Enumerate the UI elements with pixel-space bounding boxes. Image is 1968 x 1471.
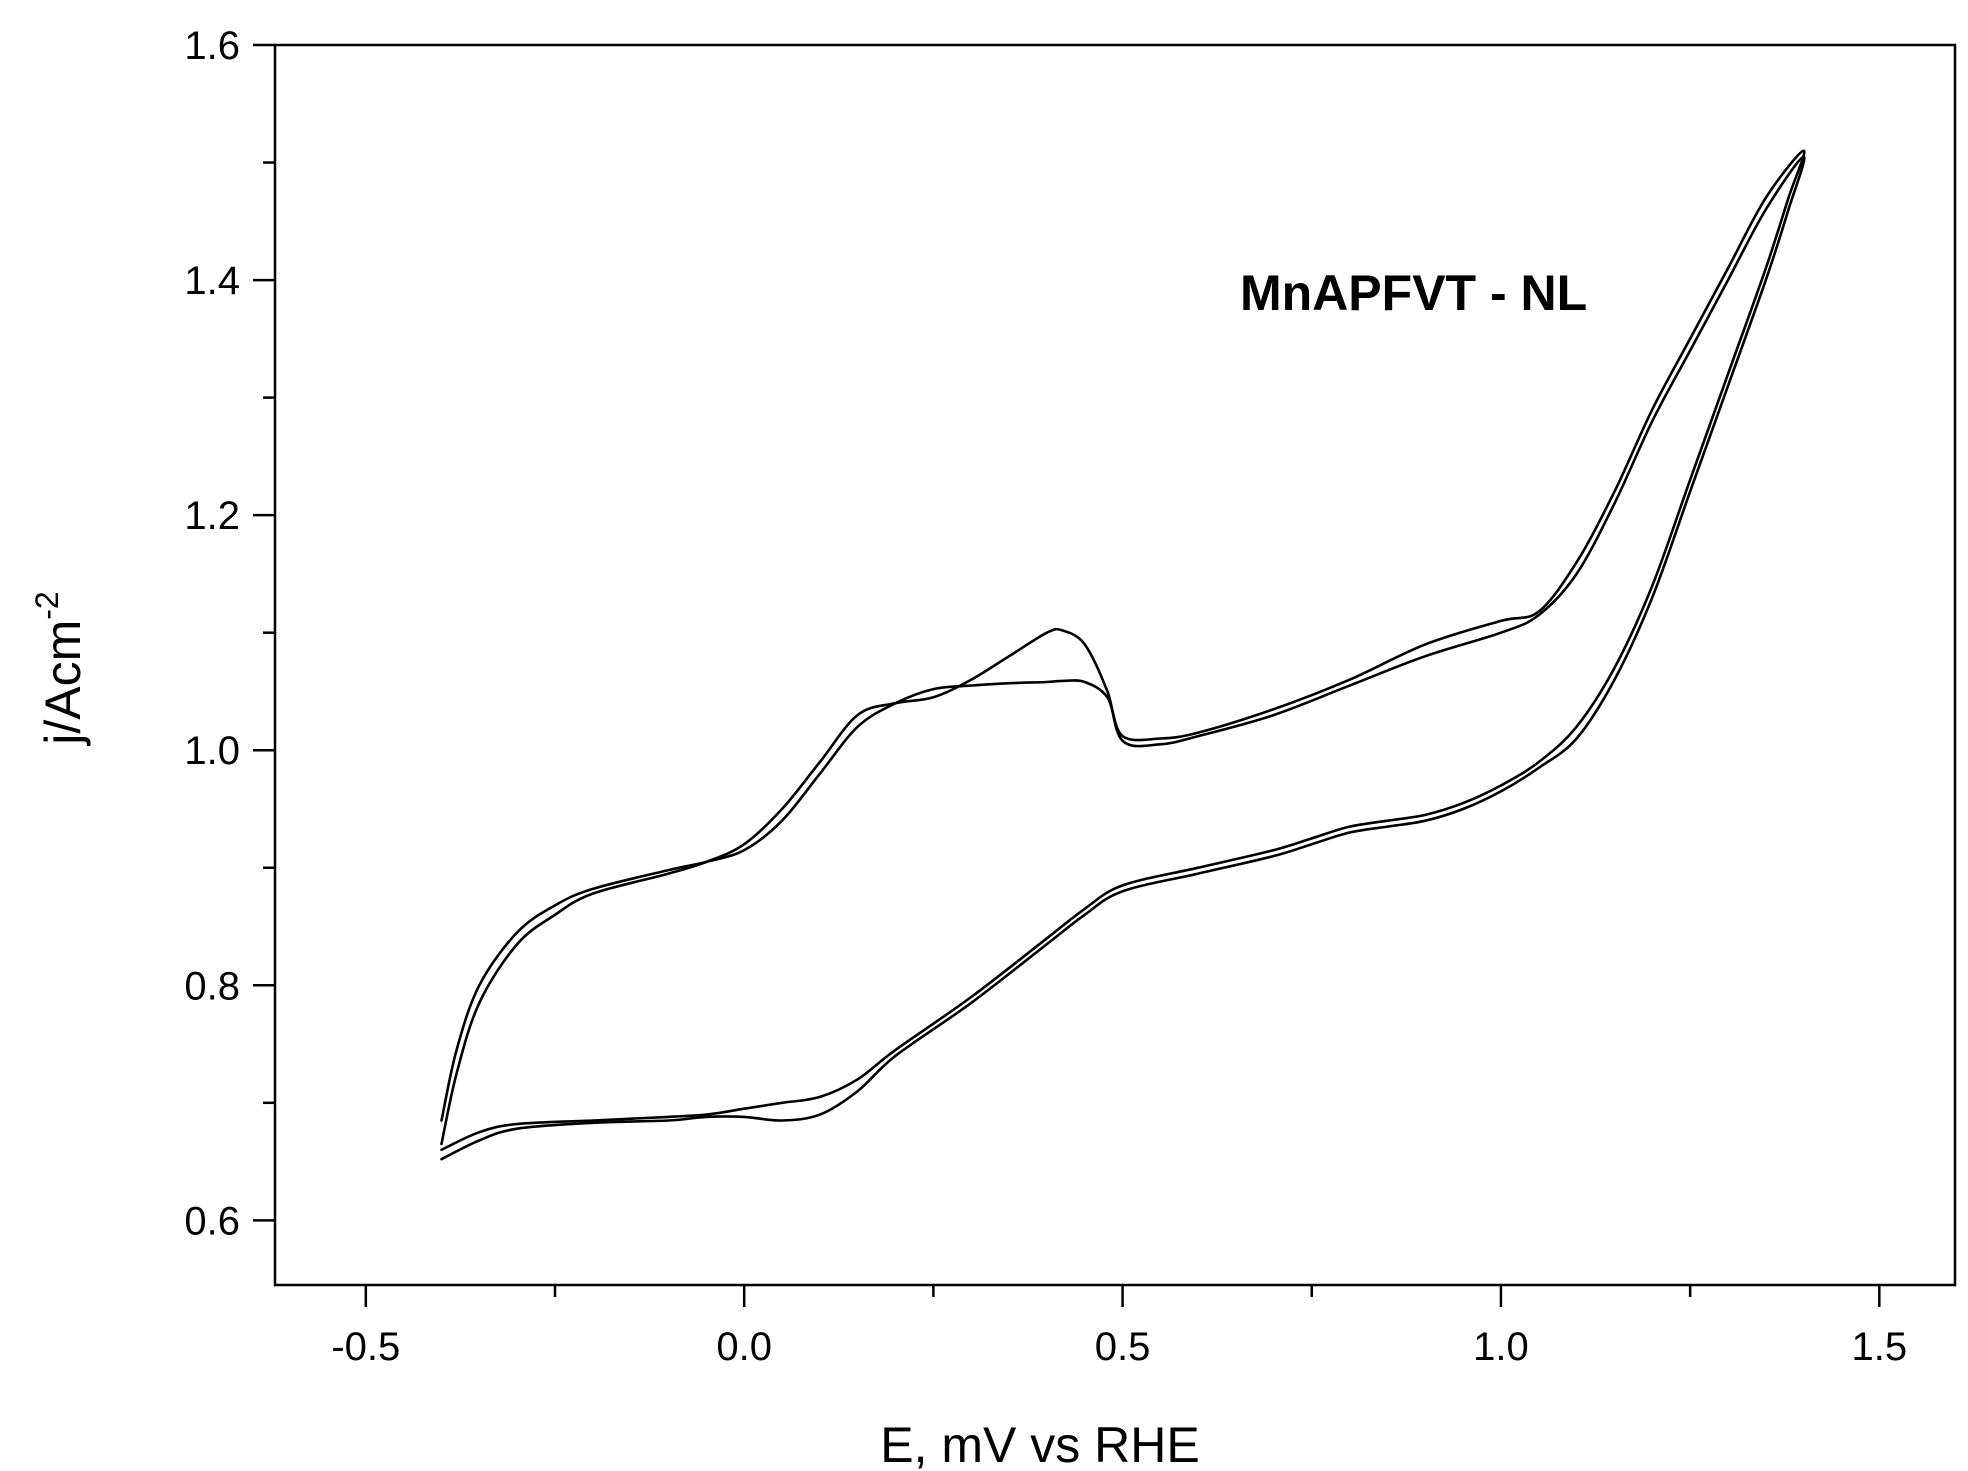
x-tick-label: 1.0 (1473, 1325, 1529, 1369)
y-axis-title-base: j/Acm (35, 620, 91, 747)
x-tick-label: -0.5 (331, 1325, 400, 1369)
series-line-1 (440, 149, 1806, 1152)
x-tick-label: 1.5 (1852, 1325, 1908, 1369)
y-axis-title-exponent: -2 (29, 591, 65, 619)
sample-annotation: MnAPFVT - NL (1240, 265, 1587, 321)
y-tick-label: 1.6 (184, 24, 240, 68)
x-tick-label: 0.0 (716, 1325, 772, 1369)
x-axis-ticks: -0.5 0.0 0.5 1.0 1.5 (331, 1285, 1907, 1369)
y-tick-label: 1.2 (184, 494, 240, 538)
y-tick-label: 1.4 (184, 259, 240, 303)
y-axis-ticks: 0.6 0.8 1.0 1.2 1.4 1.6 (184, 24, 275, 1243)
y-tick-label: 0.8 (184, 964, 240, 1008)
x-axis-title: E, mV vs RHE (880, 1417, 1199, 1471)
series-layer (440, 149, 1806, 1161)
y-tick-label: 0.6 (184, 1199, 240, 1243)
y-axis-title: j/Acm-2 (29, 591, 91, 746)
x-tick-label: 0.5 (1095, 1325, 1151, 1369)
y-tick-label: 1.0 (184, 729, 240, 773)
plot-frame (273, 43, 1957, 1287)
series-line-2 (440, 155, 1806, 1161)
